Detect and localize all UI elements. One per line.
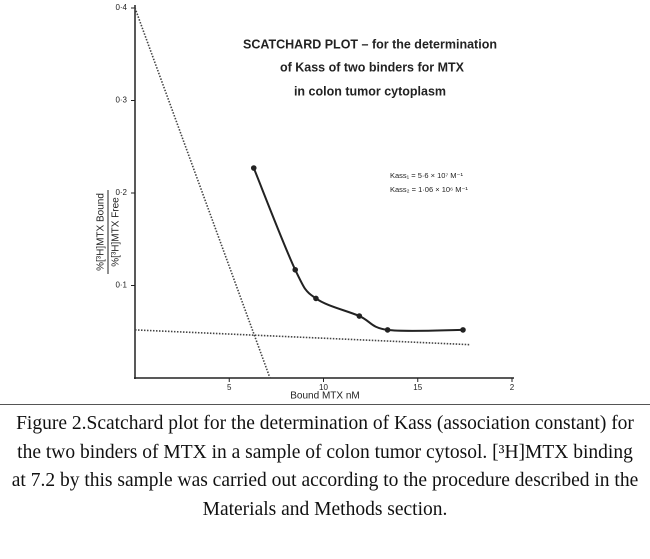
y-label-denominator: %[³H]MTX Free: [111, 197, 122, 267]
y-tick-label: 0·4: [115, 3, 127, 12]
annotation: Kass₂ = 1·06 × 10⁶ M⁻¹: [390, 185, 468, 194]
title-line: of Kass of two binders for MTX: [280, 60, 465, 74]
caption: Figure 2.Scatchard plot for the determin…: [11, 413, 639, 520]
fit-curve: [252, 167, 463, 332]
annotation: Kass₁ = 5·6 × 10⁷ M⁻¹: [390, 171, 463, 180]
data-point: [384, 327, 391, 333]
data-point: [292, 266, 299, 273]
y-tick-label: 0·1: [115, 281, 127, 290]
x-tick-label: 15: [413, 383, 422, 392]
title-line: SCATCHARD PLOT – for the determination: [243, 37, 497, 51]
x-tick-label: 10: [319, 383, 328, 392]
x-tick-label: 2: [510, 383, 515, 392]
data-point: [356, 313, 363, 319]
chart: SCATCHARD PLOT – for the determination o…: [96, 3, 515, 402]
title-line: in colon tumor cytoplasm: [294, 84, 446, 98]
y-axis-label: %[³H]MTX Bound %[³H]MTX Free: [96, 190, 122, 274]
separator: [0, 404, 650, 405]
data-point: [250, 165, 257, 171]
dotted-fit-line: [134, 7, 271, 379]
y-label-numerator: %[³H]MTX Bound: [96, 193, 107, 271]
x-axis-label: Bound MTX nM: [290, 391, 359, 402]
data-point: [313, 295, 319, 302]
y-tick-label: 0·2: [115, 188, 127, 197]
x-tick-label: 5: [227, 383, 232, 392]
data-point: [460, 327, 466, 333]
dotted-fit-line: [134, 329, 471, 346]
y-tick-label: 0·3: [115, 96, 127, 105]
